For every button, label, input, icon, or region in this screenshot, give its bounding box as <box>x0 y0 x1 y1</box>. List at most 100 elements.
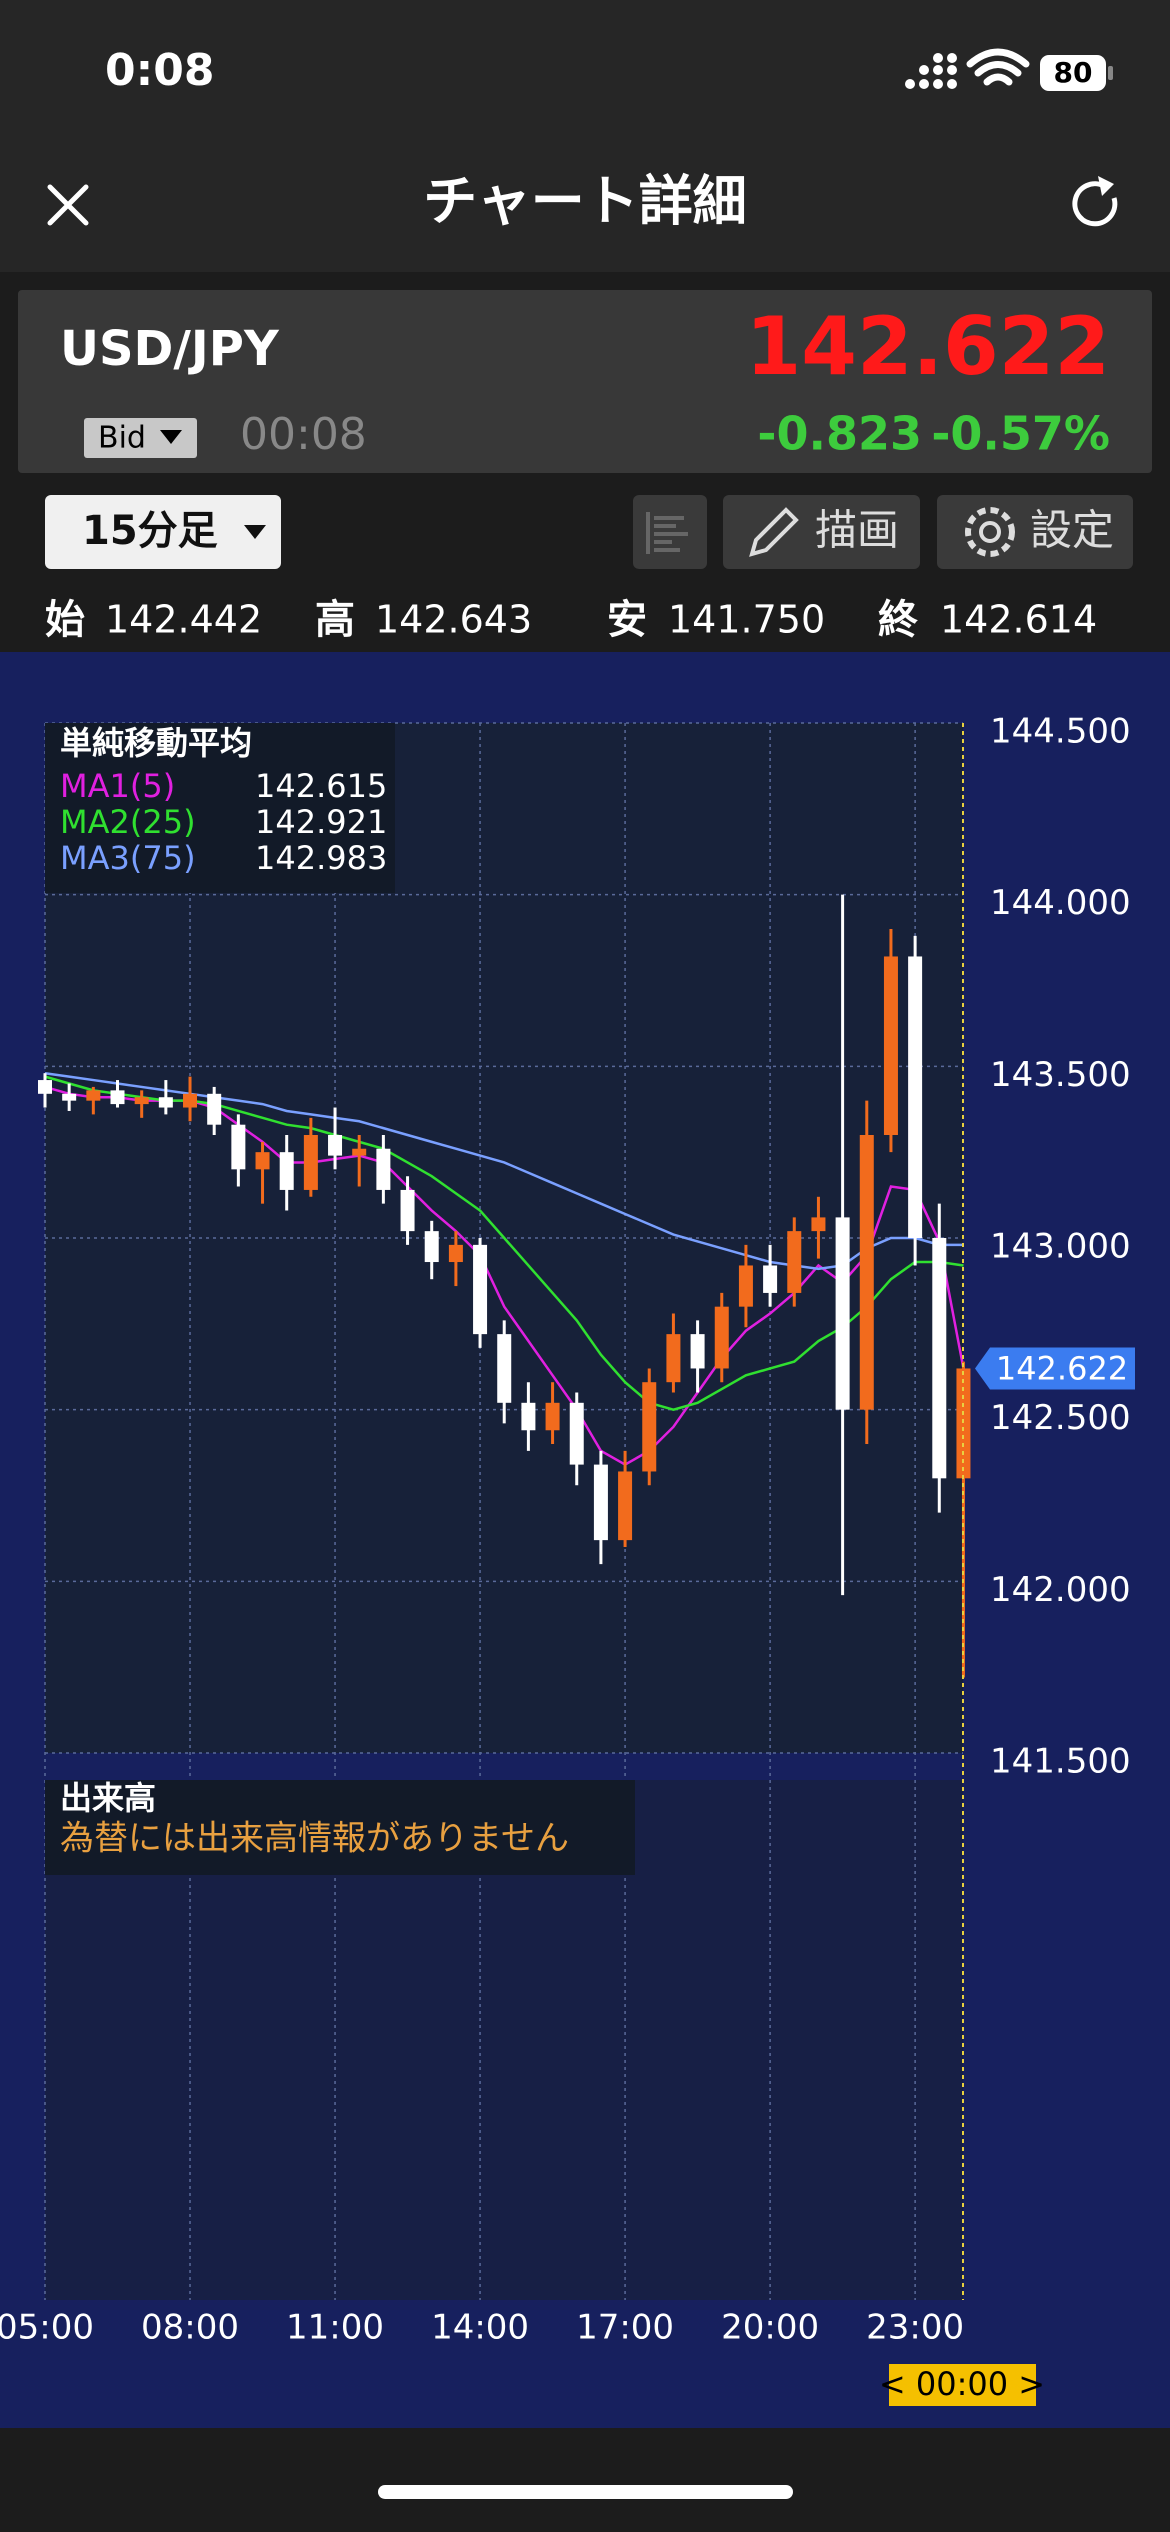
change-pct: -0.57% <box>931 407 1110 461</box>
pair: USD/JPY <box>60 321 280 377</box>
candle-body <box>642 1382 657 1472</box>
candle-body <box>883 956 898 1135</box>
candle-body <box>763 1265 778 1293</box>
legend-name: MA1(5) <box>60 767 175 805</box>
ohlc-label: 始 <box>45 597 85 643</box>
legend-name: MA3(75) <box>60 839 196 877</box>
bottom-bar <box>0 2428 1170 2532</box>
candle-body <box>473 1244 488 1335</box>
timeframe: 15分足 <box>82 508 218 554</box>
candle-body <box>158 1097 173 1108</box>
ma-title: 単純移動平均 <box>60 724 252 762</box>
dropdown-arrow <box>160 430 182 444</box>
y-tick-label: 143.000 <box>990 1227 1131 1267</box>
status-time: 0:08 <box>105 45 214 96</box>
battery-icon <box>1040 55 1106 91</box>
close-button[interactable] <box>47 184 89 226</box>
cursor-label-box <box>889 2364 1036 2406</box>
candle-body <box>521 1402 536 1431</box>
settings-label: 設定 <box>1030 506 1114 555</box>
legend-value: 142.921 <box>255 803 387 841</box>
candle-body <box>110 1090 125 1105</box>
candle-body <box>569 1402 584 1465</box>
last-price-tag <box>975 1347 1135 1390</box>
timeframe-button[interactable] <box>45 495 281 569</box>
wifi-icon <box>966 48 1030 86</box>
x-tick-label: 11:00 <box>286 2308 384 2348</box>
x-tick-label: 17:00 <box>576 2308 674 2348</box>
candle-body <box>231 1124 246 1170</box>
ma-line <box>44 1071 964 1271</box>
x-tick-label: 20:00 <box>721 2308 819 2348</box>
price-type-badge[interactable] <box>84 418 197 458</box>
draw-button[interactable] <box>723 495 920 569</box>
candle-body <box>424 1231 439 1263</box>
pencil-icon <box>749 507 799 557</box>
candle-body <box>666 1334 681 1383</box>
candle-body <box>376 1148 391 1190</box>
candle-body <box>303 1135 318 1190</box>
gear-icon <box>965 507 1015 557</box>
candle-body <box>787 1231 802 1293</box>
quote-panel <box>18 290 1152 473</box>
x-tick-label: 14:00 <box>431 2308 529 2348</box>
ma-line <box>44 1075 964 1411</box>
y-tick-label: 141.500 <box>990 1742 1131 1782</box>
candle-body <box>908 956 923 1238</box>
candle-body <box>134 1097 149 1105</box>
refresh-button[interactable] <box>1072 176 1118 227</box>
candle-body <box>255 1152 270 1170</box>
ohlc-value: 142.442 <box>105 598 262 642</box>
volume-note: 為替には出来高情報がありません <box>60 1819 569 1859</box>
home-indicator <box>378 2485 793 2499</box>
legend-name: MA2(25) <box>60 803 196 841</box>
x-tick-label: 05:00 <box>0 2308 94 2348</box>
ohlc-row: 始 142.442 高 142.643 安 141.750 終 142.614 <box>45 597 1097 643</box>
candle-body <box>859 1135 874 1410</box>
battery-level: 80 <box>1054 56 1093 89</box>
ohlc-label: 高 <box>315 597 355 643</box>
candle-body <box>183 1093 198 1108</box>
dropdown-arrow <box>244 525 266 539</box>
candle-body <box>714 1306 729 1369</box>
top-bar <box>0 0 1170 272</box>
y-tick-label: 144.000 <box>990 883 1131 923</box>
signal-icon <box>905 53 957 89</box>
volume-box <box>45 1780 635 1875</box>
candle-body <box>207 1093 222 1125</box>
candle-body <box>400 1189 415 1232</box>
candle-body <box>448 1244 463 1263</box>
candle-body <box>86 1090 101 1101</box>
price-type: Bid <box>98 421 146 456</box>
candle-body <box>593 1464 608 1541</box>
legend-value: 142.983 <box>255 839 387 877</box>
candle-body <box>932 1238 947 1479</box>
candle-body <box>497 1334 512 1403</box>
ohlc-value: 142.643 <box>375 598 532 642</box>
draw-label: 描画 <box>815 506 899 555</box>
volume-title: 出来高 <box>60 1779 156 1817</box>
candle-body <box>835 1217 850 1410</box>
y-tick-label: 142.000 <box>990 1570 1131 1610</box>
x-tick-label: 23:00 <box>866 2308 964 2348</box>
x-tick-label: 08:00 <box>141 2308 239 2348</box>
candle-body <box>279 1152 294 1190</box>
candle-body <box>690 1334 705 1369</box>
candle-body <box>38 1080 52 1094</box>
candle-body <box>738 1265 753 1307</box>
list-icon <box>646 512 688 554</box>
ohlc-label: 終 <box>878 597 918 643</box>
candle-body <box>545 1402 560 1431</box>
candle-body <box>352 1148 367 1156</box>
candle-body <box>618 1471 633 1541</box>
last-price-label: 142.622 <box>996 1349 1128 1387</box>
quote-time: 00:08 <box>240 409 367 460</box>
ohlc-label: 安 <box>607 597 647 643</box>
candle-body <box>811 1217 826 1232</box>
ohlc-value: 141.750 <box>668 598 825 642</box>
price: 142.622 <box>746 300 1110 393</box>
candle-body <box>62 1093 77 1101</box>
settings-button[interactable] <box>937 495 1133 569</box>
page-title: チャート詳細 <box>423 170 746 233</box>
